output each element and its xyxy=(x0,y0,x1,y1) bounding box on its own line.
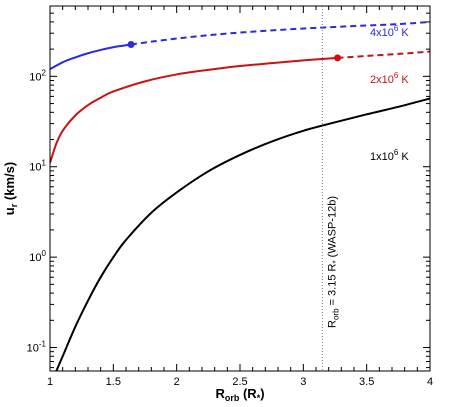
y-tick-label: 102 xyxy=(29,68,46,83)
series-3-solid-line xyxy=(55,97,430,371)
tick-layer: 1 1.5 2 2.5 3 3.5 4 10-1 100 101 102 xyxy=(27,5,433,388)
x-tick-label: 3 xyxy=(300,376,306,388)
series-2-label: 2x106 K xyxy=(370,71,409,86)
series-1-solid-line xyxy=(50,43,132,71)
y-tick-label: 100 xyxy=(29,249,46,264)
series-1-marker xyxy=(127,41,135,49)
series-layer xyxy=(50,20,430,371)
series-2-marker xyxy=(334,54,342,62)
x-axis-label: Rorb (R*) xyxy=(215,386,264,403)
axes-layer xyxy=(49,5,431,372)
x-tick-label: 4 xyxy=(427,376,433,388)
y-axis-label: ur (km/s) xyxy=(2,162,19,215)
x-tick-label: 3.5 xyxy=(359,376,374,388)
series-2-solid-line xyxy=(50,56,338,164)
reference-vline-label: Rorb = 3.15 R* (WASP-12b) xyxy=(326,196,340,328)
y-tick-label: 10-1 xyxy=(27,340,47,355)
label-layer: 4x106 K 2x106 K 1x106 K Rorb = 3.15 R* (WAS… xyxy=(2,24,409,403)
x-tick-label: 2.5 xyxy=(232,376,247,388)
series-3-label: 1x106 K xyxy=(370,148,409,163)
y-tick-label: 101 xyxy=(29,159,46,174)
x-tick-label: 1 xyxy=(47,376,53,388)
series-1-dashed-line xyxy=(130,20,430,46)
x-tick-label: 1.5 xyxy=(106,376,121,388)
plot-frame xyxy=(49,5,431,372)
x-tick-label: 2 xyxy=(174,376,180,388)
series-2-dashed-line xyxy=(337,50,430,59)
series-1-label: 4x106 K xyxy=(370,24,409,39)
